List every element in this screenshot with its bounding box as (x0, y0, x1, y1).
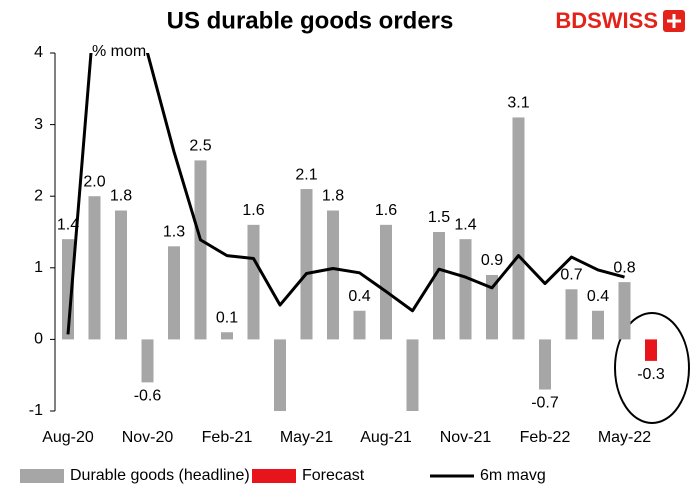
data-label: 0.8 (613, 259, 635, 276)
y-tick-label: 3 (34, 116, 43, 133)
x-tick-label: Feb-21 (202, 429, 253, 446)
legend-swatch (20, 469, 64, 483)
x-tick-label: Nov-21 (440, 429, 492, 446)
data-label: 0.7 (560, 266, 582, 283)
x-tick-label: Nov-20 (122, 429, 174, 446)
data-label: 1.4 (454, 216, 476, 233)
data-label: 1.4 (57, 216, 79, 233)
bar (406, 339, 419, 411)
plot (62, 53, 657, 411)
bar (327, 210, 339, 340)
y-tick-label: 2 (34, 187, 43, 204)
bar (565, 289, 578, 340)
logo-cross (667, 14, 681, 28)
bar (539, 339, 551, 390)
data-label: 2.0 (83, 173, 105, 190)
x-tick-label: May-22 (598, 429, 651, 446)
bar (592, 310, 604, 340)
data-label: 1.8 (110, 188, 132, 205)
data-label: -0.7 (531, 395, 559, 412)
bar (88, 196, 101, 340)
bar (618, 282, 631, 340)
bar (645, 339, 657, 361)
data-label: 3.1 (507, 95, 529, 112)
bar (247, 224, 260, 340)
x-tick-label: Feb-22 (520, 429, 571, 446)
forecast-highlight (614, 312, 690, 424)
bar (168, 246, 180, 340)
bar (486, 274, 498, 340)
bar (274, 339, 286, 411)
data-label: 0.9 (481, 252, 503, 269)
bar (512, 117, 525, 340)
logo: BDSWISS (555, 8, 685, 33)
bar (141, 339, 154, 383)
legend-swatch (252, 469, 296, 483)
data-label: -0.6 (134, 388, 162, 405)
bar (221, 332, 233, 340)
y-tick-label: 0 (34, 331, 43, 348)
x-tick-label: May-21 (280, 429, 333, 446)
y-tick-label: 1 (34, 259, 43, 276)
y-tick-label: -1 (29, 402, 43, 419)
line (66, 53, 625, 335)
data-label: -0.3 (637, 366, 665, 383)
data-label: 2.1 (295, 166, 317, 183)
legend-label: Durable goods (headline) (70, 467, 250, 484)
x-tick-label: Aug-20 (42, 429, 94, 446)
bar (194, 160, 207, 340)
bar (353, 310, 366, 340)
bar (115, 210, 127, 340)
data-label: 0.4 (348, 288, 370, 305)
data-label: 1.6 (375, 202, 397, 219)
data-label: 1.3 (163, 224, 185, 241)
annotation: % mom (92, 43, 146, 60)
data-label: 0.1 (216, 309, 238, 326)
data-label: 2.5 (189, 138, 211, 155)
data-label: 1.6 (242, 202, 264, 219)
x-tick-label: Aug-21 (360, 429, 412, 446)
y-tick-label: 4 (34, 44, 43, 61)
bar (433, 232, 445, 340)
legend-label: 6m mavg (480, 467, 546, 484)
legend-label: Forecast (302, 467, 365, 484)
data-label: 1.8 (322, 188, 344, 205)
chart-title: US durable goods orders (167, 7, 454, 34)
bar (300, 189, 313, 340)
logo-text: BDSWISS (555, 8, 658, 33)
bar (380, 224, 392, 340)
data-label: 1.5 (428, 209, 450, 226)
bar (459, 239, 472, 340)
data-label: 0.4 (587, 288, 609, 305)
